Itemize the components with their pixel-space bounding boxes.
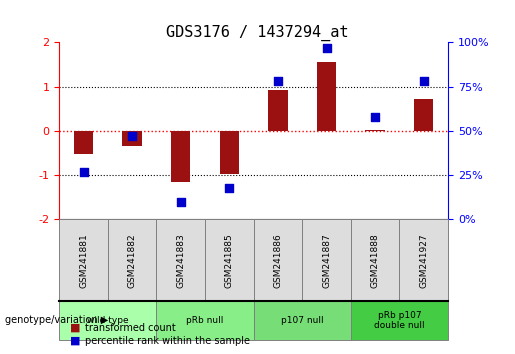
Text: GSM241888: GSM241888: [371, 233, 380, 287]
Point: [225, 185, 233, 190]
Point: [274, 79, 282, 84]
Text: pRb null: pRb null: [186, 316, 224, 325]
Bar: [317, 62, 336, 131]
Text: pRb p107
double null: pRb p107 double null: [374, 311, 425, 330]
Text: transformed count: transformed count: [85, 323, 176, 333]
Point: [420, 79, 428, 84]
Text: GSM241882: GSM241882: [128, 233, 136, 287]
Point: [79, 169, 88, 175]
Point: [322, 45, 331, 51]
Bar: [123, 131, 142, 147]
Text: wild type: wild type: [87, 316, 129, 325]
Text: GSM241887: GSM241887: [322, 233, 331, 287]
Text: percentile rank within the sample: percentile rank within the sample: [85, 336, 250, 346]
Bar: [219, 131, 239, 174]
Text: GSM241881: GSM241881: [79, 233, 88, 287]
Point: [177, 199, 185, 205]
Bar: [171, 131, 191, 182]
Text: ■: ■: [70, 323, 80, 333]
Text: GDS3176 / 1437294_at: GDS3176 / 1437294_at: [166, 25, 349, 41]
Bar: [366, 130, 385, 131]
Text: GSM241885: GSM241885: [225, 233, 234, 287]
Text: ■: ■: [70, 336, 80, 346]
Bar: [268, 90, 288, 131]
Text: p107 null: p107 null: [281, 316, 323, 325]
Text: genotype/variation ▶: genotype/variation ▶: [5, 315, 108, 325]
Point: [128, 133, 136, 139]
Text: GSM241883: GSM241883: [176, 233, 185, 287]
Text: GSM241886: GSM241886: [273, 233, 282, 287]
Bar: [414, 99, 434, 131]
Point: [371, 114, 379, 120]
Text: GSM241927: GSM241927: [419, 233, 428, 287]
Bar: [74, 131, 93, 154]
